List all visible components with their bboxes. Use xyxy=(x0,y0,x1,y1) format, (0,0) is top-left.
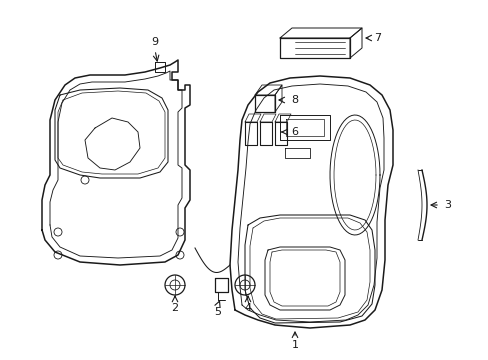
Text: 8: 8 xyxy=(291,95,298,105)
Text: 1: 1 xyxy=(291,340,298,350)
Text: 4: 4 xyxy=(244,303,251,313)
Text: 9: 9 xyxy=(151,37,158,47)
Text: 3: 3 xyxy=(444,200,450,210)
Text: 7: 7 xyxy=(374,33,381,43)
Text: 2: 2 xyxy=(171,303,178,313)
Text: 6: 6 xyxy=(291,127,298,137)
Text: 5: 5 xyxy=(214,307,221,317)
